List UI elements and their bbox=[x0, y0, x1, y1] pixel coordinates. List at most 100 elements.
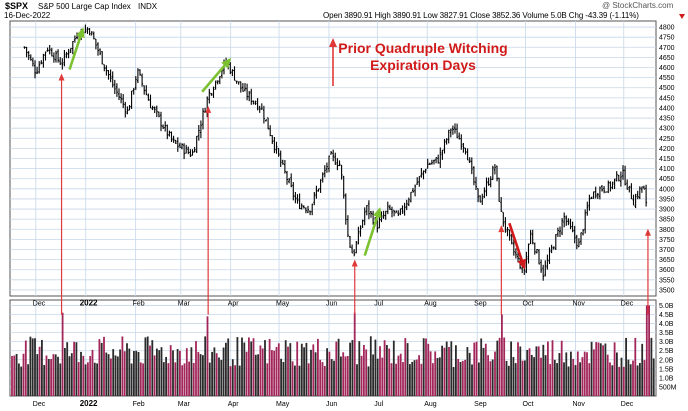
volume-bar bbox=[84, 364, 87, 396]
volume-bar bbox=[620, 357, 623, 396]
volume-bar bbox=[197, 351, 200, 396]
volume-bar bbox=[342, 352, 345, 396]
y-tick-label: 4000 bbox=[659, 186, 675, 193]
y-tick-label: 3900 bbox=[659, 207, 675, 214]
volume-bar bbox=[604, 343, 607, 396]
volume-bar bbox=[434, 351, 437, 396]
volume-bar bbox=[160, 347, 163, 396]
volume-bar bbox=[142, 363, 144, 396]
volume-bar bbox=[330, 359, 333, 396]
volume-bar bbox=[234, 365, 236, 396]
x-tick-label: Nov bbox=[572, 401, 585, 408]
volume-y-tick-label: 4.5B bbox=[659, 312, 674, 319]
volume-bar bbox=[238, 365, 241, 396]
watermark: @ StockCharts.com bbox=[602, 1, 674, 10]
y-tick-label: 4600 bbox=[659, 65, 675, 72]
volume-bar bbox=[567, 366, 570, 396]
up-arrow-head bbox=[76, 27, 85, 39]
volume-bar bbox=[52, 354, 55, 396]
volume-bar bbox=[27, 364, 29, 396]
volume-bar bbox=[181, 365, 184, 396]
volume-bar bbox=[576, 351, 579, 396]
y-tick-label: 4200 bbox=[659, 146, 675, 153]
volume-bar bbox=[162, 362, 165, 396]
x-tick-label: Mar bbox=[178, 301, 191, 308]
volume-bar bbox=[625, 337, 627, 396]
volume-bar bbox=[381, 357, 384, 396]
x-tick-label: Oct bbox=[523, 401, 534, 408]
volume-bar bbox=[406, 343, 409, 396]
volume-bar bbox=[356, 364, 358, 396]
volume-bar bbox=[229, 366, 232, 396]
volume-bar bbox=[156, 348, 158, 396]
volume-bar bbox=[317, 338, 319, 396]
volume-bar bbox=[225, 342, 227, 396]
volume-bar bbox=[266, 363, 269, 396]
y-tick-label: 4550 bbox=[659, 75, 675, 82]
annotation-line-2: Expiration Days bbox=[370, 57, 476, 73]
volume-bar bbox=[464, 359, 466, 396]
volume-bar bbox=[360, 355, 363, 396]
volume-bar bbox=[443, 347, 446, 396]
volume-bar bbox=[496, 340, 499, 396]
volume-bar bbox=[544, 355, 547, 396]
volume-bar bbox=[353, 312, 356, 396]
volume-bar bbox=[505, 360, 508, 396]
volume-bar bbox=[36, 354, 39, 396]
volume-bar bbox=[296, 341, 299, 396]
volume-bar bbox=[116, 356, 119, 396]
x-tick-label: Aug bbox=[424, 401, 437, 408]
volume-bar bbox=[15, 353, 18, 396]
volume-bar bbox=[602, 345, 604, 396]
volume-bar bbox=[422, 338, 425, 396]
volume-bar bbox=[185, 348, 188, 396]
volume-bar bbox=[551, 340, 554, 396]
volume-bar bbox=[445, 341, 448, 396]
up-arrow-head bbox=[372, 207, 382, 219]
volume-bar bbox=[457, 358, 460, 396]
volume-bar bbox=[24, 340, 27, 396]
volume-bar bbox=[409, 364, 411, 396]
y-tick-label: 4100 bbox=[659, 166, 675, 173]
volume-y-tick-label: 5.0B bbox=[659, 303, 674, 310]
x-tick-label: Apr bbox=[228, 401, 240, 408]
exchange-label: INDX bbox=[138, 2, 158, 11]
volume-bar bbox=[648, 305, 650, 396]
volume-bar bbox=[321, 362, 324, 396]
chart-header: $SPX S&P 500 Large Cap Index INDX 16-Dec… bbox=[0, 0, 688, 20]
volume-bar bbox=[455, 345, 457, 396]
volume-bar bbox=[73, 341, 75, 396]
volume-bar bbox=[524, 360, 526, 396]
volume-bar bbox=[199, 354, 202, 396]
volume-bar bbox=[590, 341, 593, 396]
volume-bar bbox=[250, 341, 253, 396]
y-tick-label: 3650 bbox=[659, 257, 675, 264]
volume-bar bbox=[521, 360, 524, 396]
y-tick-label: 3550 bbox=[659, 277, 675, 284]
volume-bar bbox=[176, 348, 179, 396]
volume-bar bbox=[45, 355, 48, 396]
y-tick-label: 3800 bbox=[659, 227, 675, 234]
volume-bar bbox=[367, 366, 370, 396]
volume-bar bbox=[66, 342, 69, 396]
y-tick-label: 4650 bbox=[659, 55, 675, 62]
witching-markers bbox=[58, 73, 651, 315]
volume-bar bbox=[395, 363, 397, 396]
volume-bar bbox=[59, 363, 62, 396]
volume-bar bbox=[613, 342, 616, 396]
witching-marker-arrowhead bbox=[498, 225, 505, 233]
volume-bar bbox=[153, 355, 156, 396]
volume-bar bbox=[365, 349, 368, 396]
volume-bar bbox=[248, 337, 250, 396]
volume-bar bbox=[438, 357, 441, 396]
volume-bar bbox=[54, 354, 57, 396]
trend-arrows bbox=[68, 27, 527, 270]
y-tick-label: 4250 bbox=[659, 136, 675, 143]
volume-bar bbox=[397, 355, 400, 396]
witching-marker-arrowhead bbox=[351, 259, 358, 267]
volume-bar bbox=[374, 339, 377, 396]
volume-bar bbox=[459, 362, 462, 396]
volume-bar bbox=[553, 359, 556, 396]
volume-bar bbox=[349, 342, 351, 396]
x-tick-label: Jun bbox=[326, 401, 337, 408]
